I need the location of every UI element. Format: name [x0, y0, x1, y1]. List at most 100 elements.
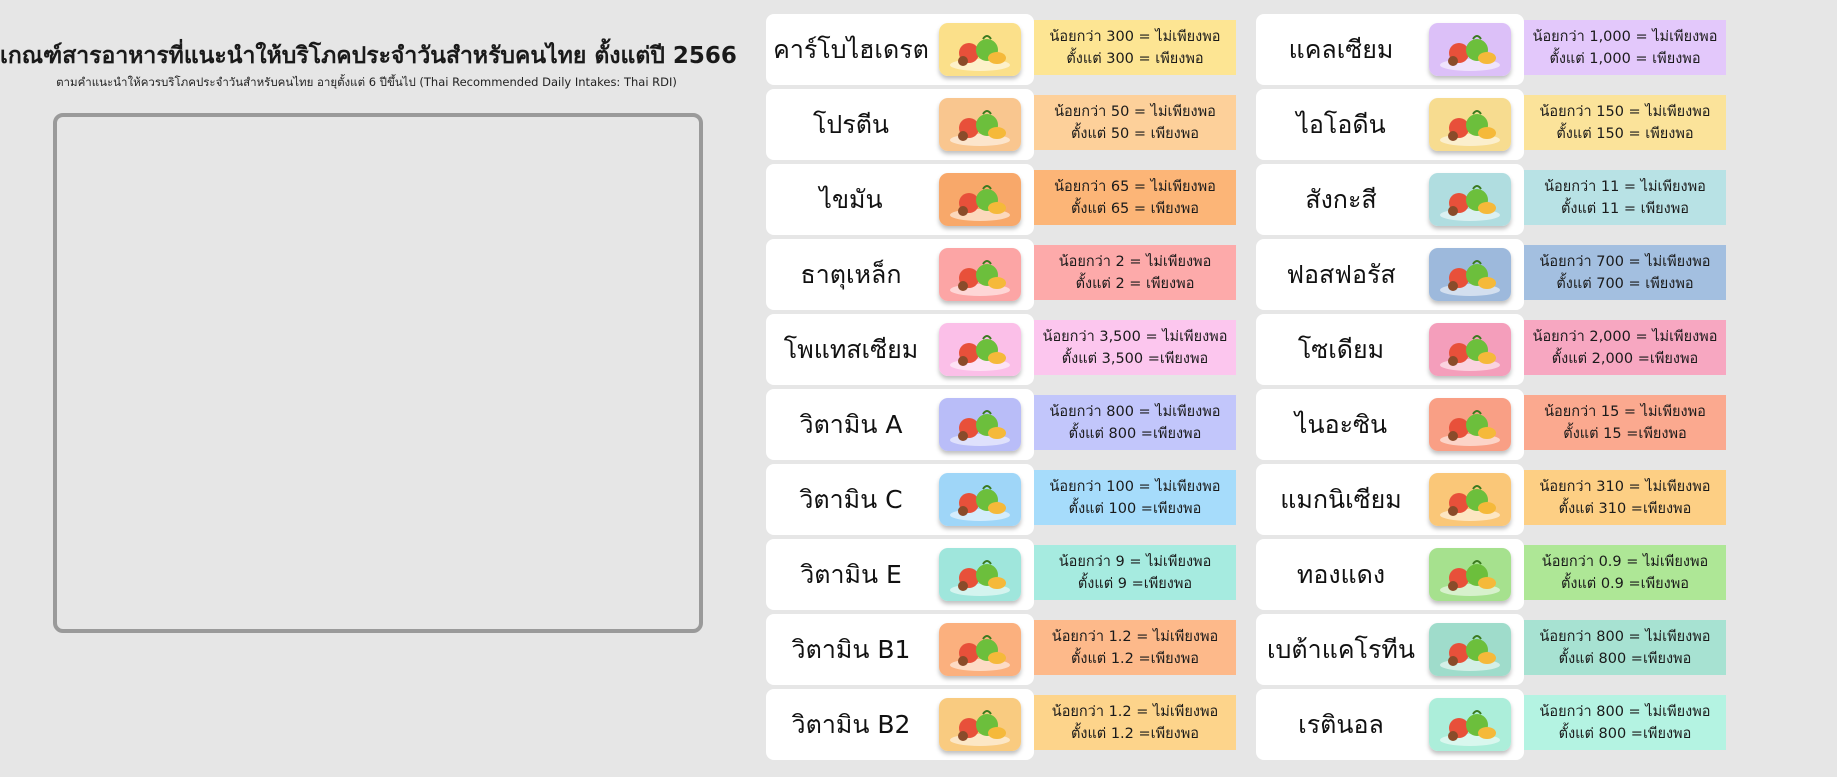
threshold-label: น้อยกว่า 2 = ไม่เพียงพอตั้งแต่ 2 = เพียง…	[1034, 245, 1236, 300]
milk-meat-icon	[1429, 473, 1511, 526]
threshold-sufficient: ตั้งแต่ 800 =เพียงพอ	[1068, 425, 1202, 442]
nutrient-card[interactable]: เรตินอล	[1256, 689, 1524, 760]
papaya-greens-icon	[1429, 623, 1511, 676]
threshold-insufficient: น้อยกว่า 15 = ไม่เพียงพอ	[1544, 403, 1706, 420]
threshold-insufficient: น้อยกว่า 3,500 = ไม่เพียงพอ	[1042, 328, 1228, 345]
nutrient-name: ไนอะซิน	[1294, 409, 1388, 439]
threshold-label: น้อยกว่า 150 = ไม่เพียงพอ ตั้งแต่ 150 = เ…	[1524, 95, 1726, 150]
nutrient-card[interactable]: ไนอะซิน	[1256, 389, 1524, 460]
nutrient-name: เบต้าแคโรทีน	[1267, 634, 1415, 664]
nutrient-name: ไอโอดีน	[1296, 109, 1386, 139]
nutrient-card[interactable]: วิตามิน E	[766, 539, 1034, 610]
threshold-sufficient: ตั้งแต่ 700 = เพียงพอ	[1556, 275, 1694, 292]
threshold-label: น้อยกว่า 50 = ไม่เพียงพอตั้งแต่ 50 = เพี…	[1034, 95, 1236, 150]
nutrient-name: สังกะสี	[1305, 184, 1377, 214]
threshold-label: น้อยกว่า 800 = ไม่เพียงพอตั้งแต่ 800 =เพ…	[1524, 620, 1726, 675]
nutrient-card[interactable]: ทองแดง	[1256, 539, 1524, 610]
threshold-insufficient: น้อยกว่า 1.2 = ไม่เพียงพอ	[1051, 628, 1219, 645]
nutrient-card[interactable]: แมกนิเซียม	[1256, 464, 1524, 535]
salt-meat-icon	[1429, 323, 1511, 376]
threshold-insufficient: น้อยกว่า 2 = ไม่เพียงพอ	[1058, 253, 1212, 270]
oil-avocado-icon	[939, 173, 1021, 226]
nutrient-name: แคลเซียม	[1288, 34, 1394, 64]
page-subtitle: ตามคำแนะนำให้ควรบริโภคประจำวันสำหรับคนไท…	[56, 75, 677, 89]
threshold-label: น้อยกว่า 65 = ไม่เพียงพอตั้งแต่ 65 = เพี…	[1034, 170, 1236, 225]
threshold-sufficient: ตั้งแต่ 1.2 =เพียงพอ	[1070, 725, 1200, 742]
threshold-label: น้อยกว่า 9 = ไม่เพียงพอ ตั้งแต่ 9 =เพียงพ…	[1034, 545, 1236, 600]
threshold-label: น้อยกว่า 700 = ไม่เพียงพอตั้งแต่ 700 = เ…	[1524, 245, 1726, 300]
threshold-insufficient: น้อยกว่า 800 = ไม่เพียงพอ	[1049, 403, 1221, 420]
nutrient-card[interactable]: ธาตุเหล็ก	[766, 239, 1034, 310]
threshold-sufficient: ตั้งแต่ 2,000 =เพียงพอ	[1551, 350, 1699, 367]
nutrient-card[interactable]: โปรตีน	[766, 89, 1034, 160]
threshold-label: น้อยกว่า 2,000 = ไม่เพียงพอตั้งแต่ 2,000…	[1524, 320, 1726, 375]
threshold-label: น้อยกว่า 3,500 = ไม่เพียงพอตั้งแต่ 3,500…	[1034, 320, 1236, 375]
grain-fish-icon	[939, 623, 1021, 676]
threshold-insufficient: น้อยกว่า 50 = ไม่เพียงพอ	[1054, 103, 1216, 120]
nutrient-name: โพแทสเซียม	[783, 334, 919, 364]
threshold-label: น้อยกว่า 15 = ไม่เพียงพอตั้งแต่ 15 =เพีย…	[1524, 395, 1726, 450]
nutrient-name: โซเดียม	[1297, 334, 1385, 364]
nutrient-name: ทองแดง	[1296, 559, 1386, 589]
nutrient-card[interactable]: วิตามิน C	[766, 464, 1034, 535]
drop-zone-panel[interactable]	[53, 113, 703, 633]
nutrient-name: แมกนิเซียม	[1280, 484, 1402, 514]
nutrient-card[interactable]: โพแทสเซียม	[766, 314, 1034, 385]
threshold-sufficient: ตั้งแต่ 50 = เพียงพอ	[1070, 125, 1200, 142]
threshold-insufficient: น้อยกว่า 700 = ไม่เพียงพอ	[1539, 253, 1711, 270]
nutrient-card[interactable]: ฟอสฟอรัส	[1256, 239, 1524, 310]
nutrient-card[interactable]: เบต้าแคโรทีน	[1256, 614, 1524, 685]
nutrient-card[interactable]: ไขมัน	[766, 164, 1034, 235]
threshold-insufficient: น้อยกว่า 800 = ไม่เพียงพอ	[1539, 703, 1711, 720]
threshold-label: น้อยกว่า 1,000 = ไม่เพียงพอตั้งแต่ 1,000…	[1524, 20, 1726, 75]
threshold-insufficient: น้อยกว่า 1,000 = ไม่เพียงพอ	[1532, 28, 1718, 45]
nutrient-card[interactable]: วิตามิน A	[766, 389, 1034, 460]
nutrient-card[interactable]: วิตามิน B2	[766, 689, 1034, 760]
threshold-sufficient: ตั้งแต่ 11 = เพียงพอ	[1560, 200, 1690, 217]
threshold-sufficient: ตั้งแต่ 800 =เพียงพอ	[1558, 650, 1692, 667]
nutrient-name: โปรตีน	[812, 109, 890, 139]
threshold-insufficient: น้อยกว่า 300 = ไม่เพียงพอ	[1049, 28, 1221, 45]
nutrient-card[interactable]: สังกะสี	[1256, 164, 1524, 235]
threshold-sufficient: ตั้งแต่ 150 = เพียงพอ	[1556, 125, 1694, 142]
threshold-insufficient: น้อยกว่า 65 = ไม่เพียงพอ	[1054, 178, 1216, 195]
meat-fish-icon	[939, 98, 1021, 151]
threshold-sufficient: ตั้งแต่ 0.9 =เพียงพอ	[1560, 575, 1690, 592]
threshold-sufficient: ตั้งแต่ 1,000 = เพียงพอ	[1549, 50, 1701, 67]
seafood-veg-icon	[939, 698, 1021, 751]
nutrient-name: คาร์โบไฮเดรต	[773, 34, 929, 64]
threshold-sufficient: ตั้งแต่ 15 =เพียงพอ	[1563, 425, 1687, 442]
threshold-sufficient: ตั้งแต่ 65 = เพียงพอ	[1070, 200, 1200, 217]
nutrient-card[interactable]: วิตามิน B1	[766, 614, 1034, 685]
threshold-insufficient: น้อยกว่า 11 = ไม่เพียงพอ	[1544, 178, 1706, 195]
nuts-dairy-icon	[1429, 248, 1511, 301]
nutrient-name: วิตามิน B2	[791, 709, 911, 739]
threshold-label: น้อยกว่า 310 = ไม่เพียงพอตั้งแต่ 310 =เพ…	[1524, 470, 1726, 525]
threshold-insufficient: น้อยกว่า 2,000 = ไม่เพียงพอ	[1532, 328, 1718, 345]
threshold-sufficient: ตั้งแต่ 800 =เพียงพอ	[1558, 725, 1692, 742]
nutrient-card[interactable]: ไอโอดีน	[1256, 89, 1524, 160]
nutrient-card[interactable]: คาร์โบไฮเดรต	[766, 14, 1034, 85]
carrot-fruit-icon	[939, 398, 1021, 451]
threshold-sufficient: ตั้งแต่ 1.2 =เพียงพอ	[1070, 650, 1200, 667]
threshold-insufficient: น้อยกว่า 800 = ไม่เพียงพอ	[1539, 628, 1711, 645]
threshold-insufficient: น้อยกว่า 0.9 = ไม่เพียงพอ	[1541, 553, 1709, 570]
nutrient-name: วิตามิน A	[799, 409, 903, 439]
threshold-sufficient: ตั้งแต่ 2 = เพียงพอ	[1075, 275, 1195, 292]
threshold-label: น้อยกว่า 800 = ไม่เพียงพอตั้งแต่ 800 =เพ…	[1524, 695, 1726, 750]
threshold-label: น้อยกว่า 11 = ไม่เพียงพอตั้งแต่ 11 = เพี…	[1524, 170, 1726, 225]
nutrient-card[interactable]: โซเดียม	[1256, 314, 1524, 385]
nutrient-name: เรตินอล	[1298, 709, 1384, 739]
citrus-melon-icon	[939, 473, 1021, 526]
nutrient-name: ธาตุเหล็ก	[800, 259, 902, 289]
threshold-insufficient: น้อยกว่า 100 = ไม่เพียงพอ	[1049, 478, 1221, 495]
nutrient-card[interactable]: แคลเซียม	[1256, 14, 1524, 85]
threshold-sufficient: ตั้งแต่ 310 =เพียงพอ	[1558, 500, 1692, 517]
threshold-label: น้อยกว่า 100 = ไม่เพียงพอ ตั้งแต่ 100 =เพ…	[1034, 470, 1236, 525]
milk-greens-icon	[1429, 23, 1511, 76]
threshold-insufficient: น้อยกว่า 1.2 = ไม่เพียงพอ	[1051, 703, 1219, 720]
threshold-insufficient: น้อยกว่า 310 = ไม่เพียงพอ	[1539, 478, 1711, 495]
threshold-sufficient: ตั้งแต่ 3,500 =เพียงพอ	[1061, 350, 1209, 367]
red-meat-icon	[939, 248, 1021, 301]
threshold-label: น้อยกว่า 1.2 = ไม่เพียงพอตั้งแต่ 1.2 =เพ…	[1034, 695, 1236, 750]
